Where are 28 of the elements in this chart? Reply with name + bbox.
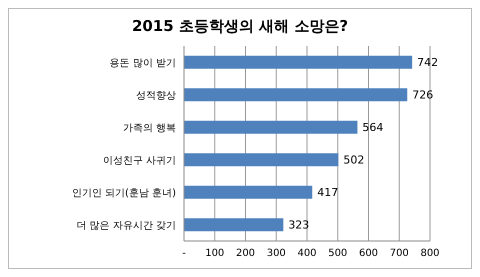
y-tick-label: 이성친구 사귀기	[102, 155, 176, 166]
bar	[184, 218, 284, 232]
x-tick-label: 400	[297, 248, 317, 260]
data-label: 726	[412, 88, 434, 102]
x-tick-label: 500	[328, 248, 348, 260]
x-tick-label: 700	[390, 248, 409, 260]
y-tick-label: 성적향상	[136, 90, 176, 102]
bar	[184, 120, 358, 134]
y-tick-label: 용돈 많이 받기	[110, 58, 176, 69]
bar	[184, 88, 408, 102]
bar	[184, 153, 338, 166]
x-tick-label: 600	[358, 248, 378, 260]
data-label: 564	[362, 121, 384, 134]
y-tick-label: 더 많은 자유시간 갖기	[76, 220, 176, 232]
data-label: 502	[343, 154, 364, 167]
y-tick-label: 인기인 되기(훈남 훈녀)	[72, 188, 176, 199]
data-label: 417	[317, 186, 338, 200]
x-tick-label: -	[182, 248, 186, 260]
bar	[184, 56, 412, 69]
bar	[184, 186, 312, 199]
chart-title: 2015 초등학생의 새해 소망은?	[132, 17, 348, 36]
y-tick-label: 가족의 행복	[122, 122, 176, 134]
x-tick-label: 800	[420, 248, 440, 260]
data-label: 323	[288, 218, 310, 232]
x-tick-label: 200	[236, 248, 256, 260]
x-tick-label: 300	[266, 248, 286, 260]
x-tick-label: 100	[205, 248, 224, 260]
data-label: 742	[417, 56, 438, 70]
